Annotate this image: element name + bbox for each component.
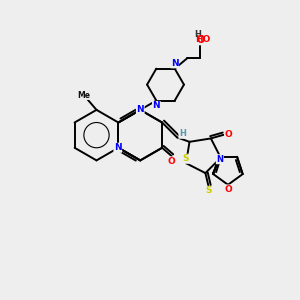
Text: Me: Me [77, 91, 91, 100]
Text: O: O [225, 130, 232, 139]
Text: N: N [216, 155, 223, 164]
Text: O: O [196, 35, 204, 45]
Text: S: S [205, 186, 212, 195]
Text: O: O [225, 185, 232, 194]
Text: N: N [114, 143, 122, 152]
Text: HO: HO [196, 35, 211, 44]
Text: H: H [194, 30, 201, 39]
Text: O: O [168, 157, 176, 166]
Text: N: N [136, 105, 144, 114]
Text: S: S [183, 154, 189, 163]
Text: H: H [179, 129, 186, 138]
Text: N: N [171, 59, 178, 68]
Text: N: N [152, 101, 160, 110]
